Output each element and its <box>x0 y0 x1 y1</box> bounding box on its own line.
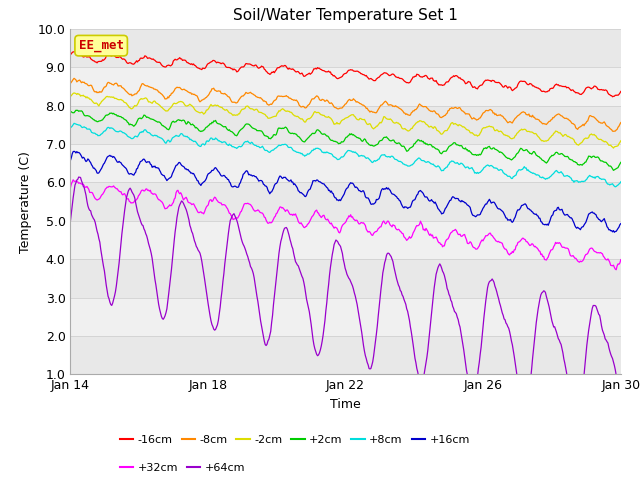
Bar <box>70 336 621 374</box>
Bar <box>70 29 621 67</box>
Title: Soil/Water Temperature Set 1: Soil/Water Temperature Set 1 <box>233 9 458 24</box>
Legend: +32cm, +64cm: +32cm, +64cm <box>120 463 245 472</box>
Bar <box>70 67 621 106</box>
Bar <box>70 106 621 144</box>
Bar <box>70 144 621 182</box>
Bar <box>70 182 621 221</box>
Y-axis label: Temperature (C): Temperature (C) <box>19 151 32 252</box>
Bar <box>70 221 621 259</box>
Bar <box>70 298 621 336</box>
Bar <box>70 259 621 298</box>
X-axis label: Time: Time <box>330 398 361 411</box>
Text: EE_met: EE_met <box>79 39 124 52</box>
